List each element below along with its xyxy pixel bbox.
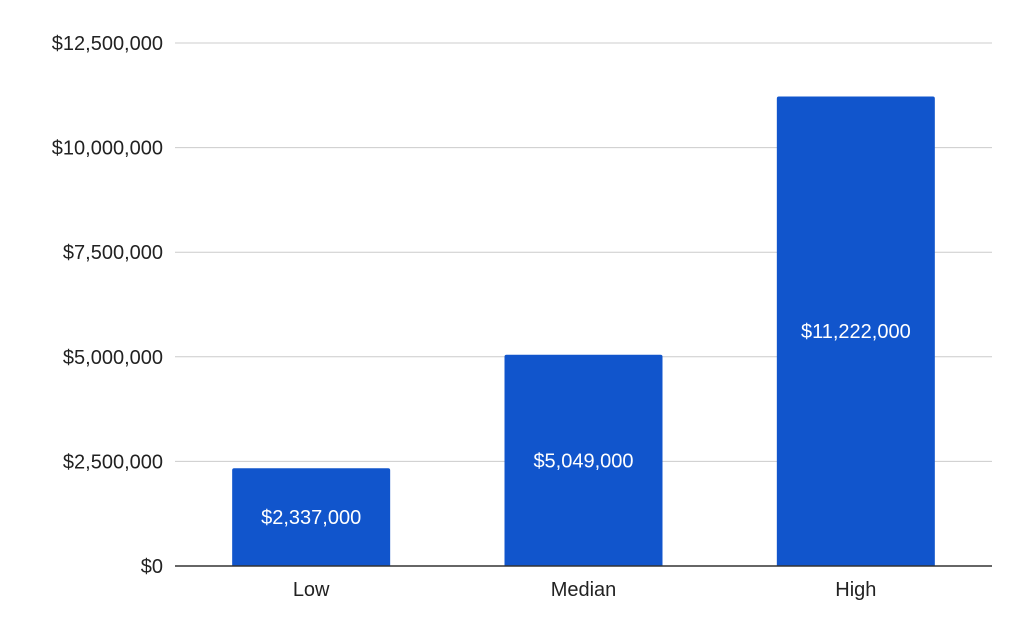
x-category-label: Median (551, 579, 617, 601)
bar-low (232, 468, 391, 566)
bar-high (776, 96, 935, 566)
bar-median (504, 354, 663, 566)
y-tick-label: $5,000,000 (63, 347, 163, 369)
y-tick-label: $10,000,000 (52, 138, 163, 160)
bar-value-label: $11,222,000 (801, 321, 911, 343)
x-category-label: Low (293, 579, 330, 601)
bars (232, 96, 935, 566)
y-tick-label: $7,500,000 (63, 242, 163, 264)
y-tick-label: $12,500,000 (52, 33, 163, 55)
bar-value-label: $2,337,000 (261, 507, 361, 529)
labels: $0 $2,500,000 $5,000,000 $7,500,000 $10,000,… (52, 33, 911, 601)
bar-value-label: $5,049,000 (533, 450, 633, 472)
x-category-label: High (835, 579, 876, 601)
y-tick-label: $2,500,000 (63, 451, 163, 473)
y-tick-label: $0 (141, 556, 163, 578)
